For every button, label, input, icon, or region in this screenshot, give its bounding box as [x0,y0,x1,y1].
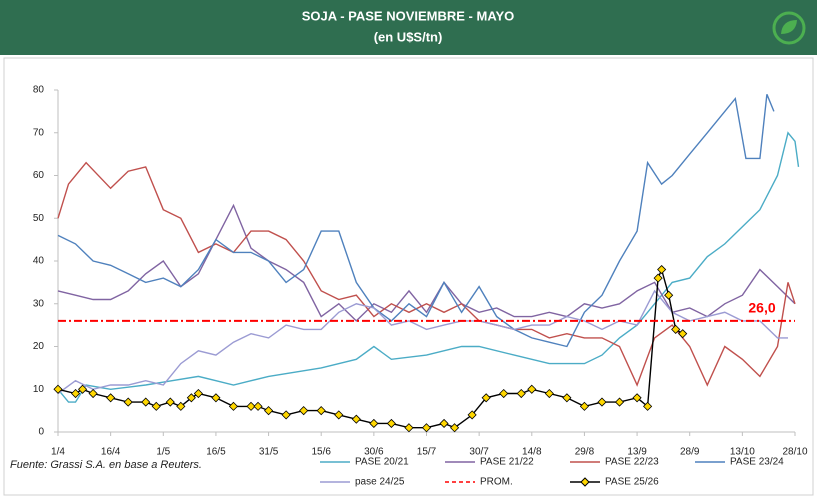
point-marker [404,423,414,433]
point-marker [334,410,344,420]
point-marker [88,388,98,399]
x-tick-label: 1/5 [156,447,170,458]
legend-label: PASE 21/22 [480,457,534,468]
x-tick-label: 28/10 [782,447,807,458]
point-marker [386,418,396,429]
y-tick-label: 40 [33,256,45,267]
logo [772,11,806,45]
y-tick-label: 10 [33,384,45,395]
point-marker [499,388,509,399]
point-marker [516,388,526,399]
legend-label: PASE 25/26 [605,477,659,488]
chart-title: SOJA - PASE NOVIEMBRE - MAYO [302,8,515,23]
header-band [0,0,817,55]
series-line [57,94,775,348]
point-marker [653,273,663,283]
point-marker [70,388,81,399]
point-marker [281,410,291,420]
x-tick-label: 15/6 [311,447,331,458]
x-tick-label: 1/4 [51,447,65,458]
point-marker [246,401,256,411]
point-marker [439,418,449,429]
y-tick-label: 0 [38,427,44,438]
point-marker [632,393,642,403]
series-line [57,289,788,395]
point-marker [316,406,326,416]
series-line [57,131,800,403]
x-tick-label: 15/7 [417,447,437,458]
legend-marker [580,477,590,487]
x-tick-label: 16/5 [206,447,226,458]
point-marker [211,393,221,403]
point-marker [369,418,379,429]
point-marker [228,401,239,411]
point-marker [193,388,203,399]
point-marker [467,410,477,420]
chart-subtitle: (en U$S/tn) [374,29,443,44]
point-marker [562,393,572,403]
x-tick-label: 30/6 [364,447,384,458]
source-note: Fuente: Grassi S.A. en base a Reuters. [10,459,202,471]
x-tick-label: 13/10 [730,447,755,458]
point-marker [614,397,625,407]
point-marker [351,414,361,424]
point-marker [53,384,63,394]
legend-label: PROM. [480,477,513,488]
point-marker [450,423,460,433]
y-tick-label: 60 [33,170,45,181]
point-marker [141,397,151,407]
point-marker [579,401,589,411]
point-marker [544,388,554,399]
point-marker [123,397,133,407]
x-tick-label: 30/7 [469,447,489,458]
point-marker [421,423,432,433]
point-marker [527,384,537,394]
series-line [57,161,796,387]
x-tick-label: 29/8 [575,447,595,458]
x-tick-label: 13/9 [627,447,647,458]
x-tick-label: 31/5 [259,447,279,458]
point-marker [253,401,263,411]
y-tick-label: 80 [33,85,45,96]
y-tick-label: 50 [33,213,45,224]
legend-label: PASE 23/24 [730,457,784,468]
legend-label: PASE 22/23 [605,457,659,468]
average-label: 26,0 [748,300,775,316]
point-marker [165,397,175,407]
point-marker [481,393,491,403]
point-marker [664,290,674,300]
x-tick-label: 16/4 [101,447,121,458]
y-tick-label: 20 [33,341,45,352]
point-marker [643,401,653,411]
point-marker [671,324,681,334]
x-tick-label: 28/9 [680,447,700,458]
legend-label: PASE 20/21 [355,457,409,468]
chart-border [3,57,814,496]
y-tick-label: 70 [33,127,45,138]
point-marker [186,393,196,403]
point-marker [657,264,667,275]
point-marker [151,401,161,411]
point-marker [176,401,186,411]
legend-label: pase 24/25 [355,477,405,488]
x-tick-label: 14/8 [522,447,542,458]
point-marker [106,393,116,403]
point-marker [264,406,274,416]
point-marker [597,397,607,407]
point-marker [299,406,309,416]
point-marker [78,384,88,394]
y-tick-label: 30 [33,298,45,309]
point-marker [678,329,688,339]
